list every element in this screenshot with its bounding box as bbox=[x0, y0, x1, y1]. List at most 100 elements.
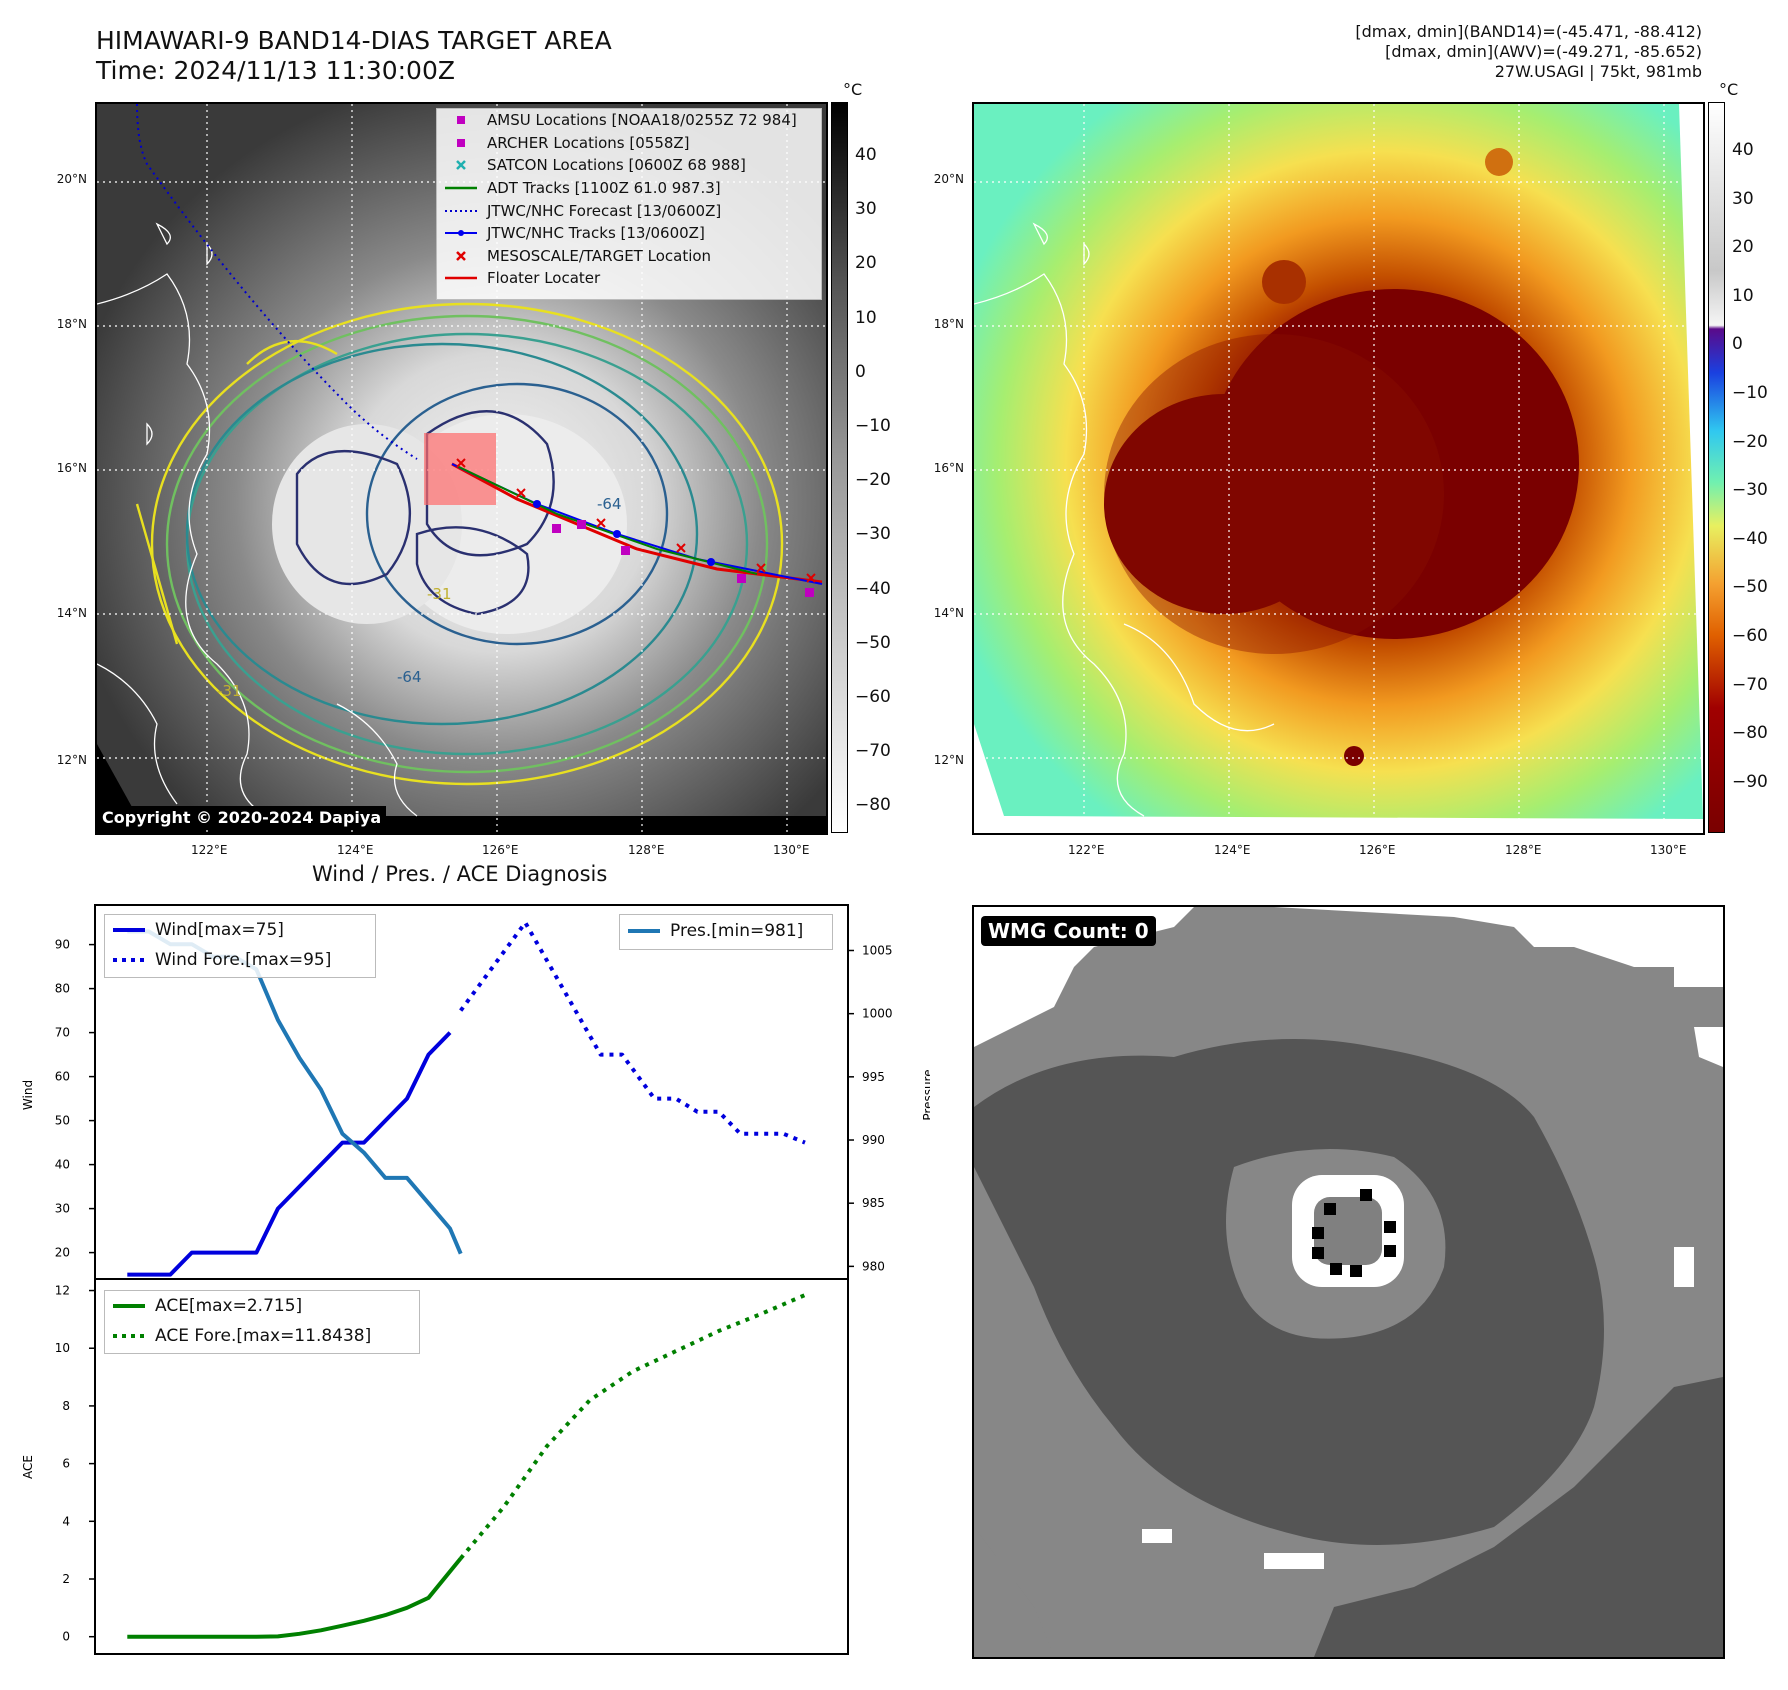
wv-lat-label: 14°N bbox=[933, 606, 964, 620]
colorbar-tick-label: 10 bbox=[855, 307, 877, 328]
colorbar-tick-label: −50 bbox=[855, 632, 891, 653]
wind-tick-label: 40 bbox=[55, 1158, 70, 1172]
wv-map-panel bbox=[972, 102, 1705, 835]
ace-tick-label: 8 bbox=[62, 1399, 70, 1413]
legend-label: JTWC/NHC Tracks [13/0600Z] bbox=[487, 224, 705, 243]
chart-time: Time: 2024/11/13 11:30:00Z bbox=[96, 56, 455, 85]
legend-symbol bbox=[445, 158, 477, 172]
chart-title: HIMAWARI-9 BAND14-DIAS TARGET AREA bbox=[96, 26, 612, 55]
wv-lon-label: 126°E bbox=[1359, 843, 1396, 857]
legend-entry: ADT Tracks [1100Z 61.0 987.3] bbox=[437, 177, 821, 200]
legend-label: Wind Fore.[max=95] bbox=[155, 950, 332, 970]
wmg-image bbox=[974, 907, 1723, 1657]
colorbar-tick-label: 20 bbox=[1732, 237, 1754, 258]
legend-entry: ACE[max=2.715] bbox=[105, 1291, 419, 1321]
legend-entry: MESOSCALE/TARGET Location bbox=[437, 245, 821, 268]
wmg-panel bbox=[972, 905, 1725, 1659]
legend-entry: ACE Fore.[max=11.8438] bbox=[105, 1321, 419, 1351]
wind-tick-label: 60 bbox=[55, 1070, 70, 1084]
colorbar-tick-label: −90 bbox=[1732, 771, 1768, 792]
ir-lat-label: 14°N bbox=[56, 606, 87, 620]
legend-label: AMSU Locations [NOAA18/0255Z 72 984] bbox=[487, 111, 797, 130]
wind-tick-label: 20 bbox=[55, 1246, 70, 1260]
pressure-tick-label: 990 bbox=[862, 1133, 885, 1147]
legend-entry: Wind[max=75] bbox=[105, 915, 375, 945]
colorbar-tick-label: −70 bbox=[855, 741, 891, 762]
colorbar-tick-label: −80 bbox=[1732, 723, 1768, 744]
wind-tick-label: 80 bbox=[55, 982, 70, 996]
pressure-axis-label: Pressure bbox=[921, 1069, 930, 1120]
legend-entry: JTWC/NHC Forecast [13/0600Z] bbox=[437, 199, 821, 222]
ace-tick-label: 12 bbox=[55, 1284, 70, 1298]
ace-axis-label: ACE bbox=[21, 1455, 35, 1479]
legend-entry: Wind Fore.[max=95] bbox=[105, 945, 375, 975]
colorbar-tick-label: −10 bbox=[1732, 383, 1768, 403]
adt-track bbox=[456, 465, 758, 575]
legend-entry: JTWC/NHC Tracks [13/0600Z] bbox=[437, 222, 821, 245]
colorbar-tick-label: 30 bbox=[855, 199, 877, 220]
legend-label: ARCHER Locations [0558Z] bbox=[487, 133, 690, 152]
colorbar-tick-label: −80 bbox=[855, 795, 891, 816]
wind-tick-label: 30 bbox=[55, 1202, 70, 1216]
ir-lon-label: 126°E bbox=[482, 843, 519, 857]
pressure-tick-label: 1000 bbox=[862, 1007, 893, 1021]
legend-label: Floater Locater bbox=[487, 269, 601, 288]
legend-label: JTWC/NHC Forecast [13/0600Z] bbox=[487, 201, 722, 220]
wv-lat-label: 20°N bbox=[933, 172, 964, 186]
legend-label: Wind[max=75] bbox=[155, 920, 284, 940]
legend-symbol bbox=[445, 204, 477, 218]
contour-label: -64 bbox=[597, 495, 622, 513]
legend-label: Pres.[min=981] bbox=[670, 921, 804, 941]
pressure-tick-label: 980 bbox=[862, 1259, 885, 1273]
colorbar-tick-label: −70 bbox=[1732, 674, 1768, 695]
wind-series-line bbox=[127, 1031, 452, 1277]
colorbar-tick-label: −30 bbox=[855, 524, 891, 545]
wmg-count-label: WMG Count: 0 bbox=[981, 916, 1156, 946]
ir-colorbar-unit: °C bbox=[843, 80, 863, 99]
ir-lon-label: 130°E bbox=[773, 843, 810, 857]
legend-symbol bbox=[445, 271, 477, 285]
ace-tick-label: 6 bbox=[62, 1457, 70, 1471]
ace-forecast-series-line bbox=[459, 1293, 806, 1560]
colorbar-tick-label: −30 bbox=[1732, 480, 1768, 501]
wind-tick-label: 50 bbox=[55, 1114, 70, 1128]
wv-lat-label: 16°N bbox=[933, 461, 964, 475]
ace-plot-frame bbox=[94, 1278, 849, 1655]
colorbar-tick-label: 40 bbox=[855, 145, 877, 165]
legend-symbol bbox=[445, 249, 477, 263]
pressure-tick-label: 1005 bbox=[862, 943, 893, 957]
colorbar-tick-label: −60 bbox=[1732, 626, 1768, 646]
legend-entry: SATCON Locations [0600Z 68 988] bbox=[437, 154, 821, 177]
ace-tick-label: 4 bbox=[62, 1514, 70, 1528]
ir-lon-label: 122°E bbox=[191, 843, 228, 857]
colorbar-tick-label: 40 bbox=[1732, 140, 1754, 160]
wv-colorbar bbox=[1708, 102, 1725, 833]
ace-tick-label: 0 bbox=[62, 1630, 70, 1644]
colorbar-tick-label: 30 bbox=[1732, 188, 1754, 209]
colorbar-tick-label: −20 bbox=[855, 470, 891, 491]
ir-colorbar bbox=[831, 102, 848, 833]
legend-label: ADT Tracks [1100Z 61.0 987.3] bbox=[487, 179, 721, 198]
contour-label: -31 bbox=[427, 585, 452, 603]
legend-entry: AMSU Locations [NOAA18/0255Z 72 984] bbox=[437, 109, 821, 132]
contour-label: -64 bbox=[397, 668, 422, 686]
colorbar-tick-label: −50 bbox=[1732, 577, 1768, 598]
colorbar-tick-label: −10 bbox=[855, 416, 891, 436]
legend-symbol bbox=[445, 136, 477, 150]
contour-label: -31 bbox=[217, 682, 242, 700]
ir-lon-label: 128°E bbox=[628, 843, 665, 857]
dmax-band14-text: [dmax, dmin](BAND14)=(-45.471, -88.412) bbox=[1355, 22, 1702, 41]
copyright-label: Copyright © 2020-2024 Dapiya bbox=[97, 806, 387, 829]
legend-entry: Pres.[min=981] bbox=[620, 915, 832, 947]
pressure-tick-label: 995 bbox=[862, 1070, 885, 1084]
wv-lon-label: 128°E bbox=[1505, 843, 1542, 857]
colorbar-tick-label: −60 bbox=[855, 687, 891, 707]
legend-symbol bbox=[445, 181, 477, 195]
ir-lat-label: 18°N bbox=[56, 317, 87, 331]
legend-symbol bbox=[445, 113, 477, 127]
ir-lat-label: 16°N bbox=[56, 461, 87, 475]
wv-lon-label: 124°E bbox=[1214, 843, 1251, 857]
wind-legend: Wind[max=75] Wind Fore.[max=95] bbox=[104, 914, 376, 978]
ir-lon-label: 124°E bbox=[337, 843, 374, 857]
wind-axis-label: Wind bbox=[21, 1080, 35, 1110]
